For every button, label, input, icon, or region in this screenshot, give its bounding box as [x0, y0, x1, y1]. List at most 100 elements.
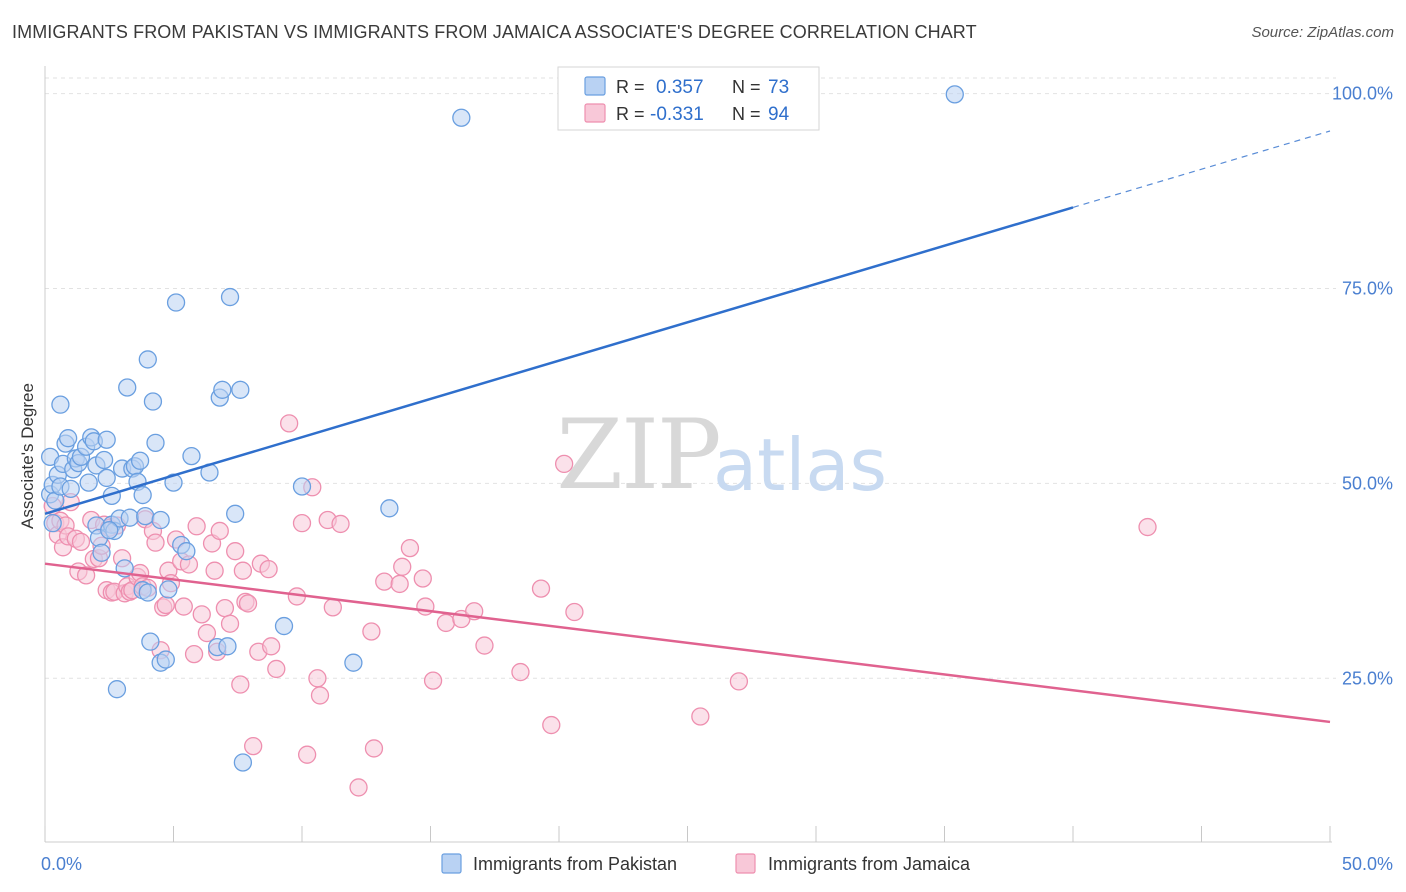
watermark: ZIP atlas	[556, 399, 887, 511]
pakistan-point	[143, 392, 163, 411]
jamaica-point	[511, 662, 530, 682]
pakistan-point	[151, 510, 170, 530]
pakistan-point	[43, 513, 62, 533]
jamaica-point	[364, 739, 384, 758]
pakistan-point	[61, 479, 80, 498]
jamaica-point	[400, 538, 420, 558]
legend-swatch-jamaica	[735, 853, 756, 874]
jamaica-point	[192, 605, 211, 624]
jamaica-point	[184, 644, 204, 664]
pakistan-point	[218, 637, 237, 656]
pakistan-point	[100, 521, 119, 540]
pakistan-point	[118, 378, 137, 397]
jamaica-point	[308, 669, 327, 688]
legend-swatch-pakistan	[441, 853, 462, 874]
pakistan-point	[226, 504, 245, 523]
jamaica-point	[220, 614, 240, 633]
jamaica-point	[156, 595, 175, 615]
pakistan-point	[146, 433, 165, 452]
pakistan-point	[182, 446, 201, 466]
pakistan-point	[79, 473, 98, 492]
stats-legend-swatch-pakistan	[584, 76, 606, 96]
pakistan-point	[945, 85, 964, 104]
series-legend: Immigrants from Pakistan Immigrants from…	[441, 853, 971, 874]
stats-n-value-jamaica: 94	[768, 104, 790, 125]
stats-n-label-jamaica: N =	[732, 104, 761, 124]
jamaica-point	[436, 613, 456, 633]
watermark-atlas: atlas	[713, 423, 887, 507]
jamaica-point	[691, 707, 710, 726]
jamaica-trend-line	[44, 562, 1331, 724]
jamaica-point	[210, 521, 229, 541]
series-pakistan	[40, 85, 964, 772]
stats-n-value-pakistan: 73	[768, 77, 789, 98]
jamaica-point	[76, 566, 96, 585]
jamaica-point	[331, 514, 350, 534]
jamaica-point	[310, 686, 330, 705]
stats-legend: R = 0.357 N = 73 R = -0.331 N = 94	[557, 66, 820, 131]
jamaica-point	[231, 675, 250, 694]
legend-label-jamaica: Immigrants from Jamaica	[768, 854, 971, 874]
stats-n-label-pakistan: N =	[732, 77, 761, 97]
jamaica-point	[565, 602, 584, 622]
stats-r-value-jamaica: -0.331	[650, 104, 704, 125]
pakistan-point	[220, 287, 240, 307]
stats-r-value-pakistan: 0.357	[656, 77, 704, 98]
x-tick-label: 50.0%	[1342, 854, 1393, 874]
x-tick-label: 0.0%	[41, 854, 82, 874]
pakistan-point	[177, 542, 196, 561]
jamaica-point	[393, 557, 412, 576]
jamaica-point	[205, 561, 224, 580]
jamaica-point	[375, 572, 394, 591]
jamaica-point	[542, 715, 561, 735]
jamaica-point	[238, 594, 258, 613]
pakistan-trend-extension	[1072, 130, 1331, 208]
pakistan-point	[380, 499, 399, 518]
stats-r-label-jamaica: R =	[616, 104, 645, 124]
pakistan-point	[133, 485, 152, 505]
pakistan-point	[344, 653, 363, 672]
pakistan-trend-line	[44, 206, 1074, 515]
pakistan-point	[120, 508, 139, 527]
jamaica-point	[197, 623, 217, 643]
jamaica-point	[531, 579, 551, 598]
stats-legend-swatch-jamaica	[584, 103, 606, 123]
y-tick-label: 25.0%	[1342, 668, 1393, 688]
pakistan-point	[97, 468, 116, 488]
y-tick-label: 75.0%	[1342, 278, 1393, 298]
pakistan-point	[452, 108, 471, 127]
grid-lines	[45, 77, 1336, 679]
pakistan-point	[130, 451, 150, 470]
jamaica-point	[297, 745, 317, 764]
jamaica-point	[413, 569, 432, 588]
jamaica-point	[259, 559, 278, 579]
legend-label-pakistan: Immigrants from Pakistan	[473, 854, 677, 874]
jamaica-point	[729, 672, 749, 691]
pakistan-point	[97, 430, 116, 449]
pakistan-point	[164, 473, 183, 492]
pakistan-point	[107, 680, 127, 699]
pakistan-point	[213, 380, 232, 399]
pakistan-point	[51, 395, 70, 414]
jamaica-point	[323, 598, 342, 617]
pakistan-point	[138, 583, 157, 602]
chart-source: Source: ZipAtlas.com	[1251, 24, 1394, 41]
jamaica-point	[279, 414, 299, 433]
stats-r-label-pakistan: R =	[616, 77, 645, 97]
pakistan-point	[292, 477, 312, 496]
jamaica-point	[244, 736, 263, 756]
pakistan-point	[166, 293, 186, 312]
jamaica-point	[362, 622, 381, 641]
pakistan-point	[159, 580, 178, 599]
pakistan-point	[58, 429, 78, 448]
jamaica-point	[349, 778, 368, 797]
jamaica-point	[71, 532, 91, 552]
jamaica-point	[146, 533, 165, 552]
jamaica-point	[233, 561, 253, 580]
jamaica-point	[390, 574, 409, 594]
chart-title: IMMIGRANTS FROM PAKISTAN VS IMMIGRANTS F…	[12, 22, 977, 42]
jamaica-point	[475, 636, 494, 655]
pakistan-point	[141, 632, 160, 651]
jamaica-point	[174, 597, 193, 616]
